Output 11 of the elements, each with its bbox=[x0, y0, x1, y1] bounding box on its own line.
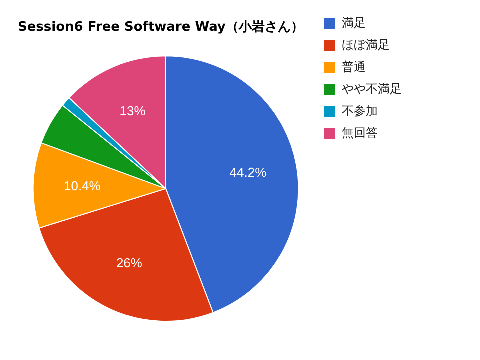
legend-label: やや不満足 bbox=[342, 82, 402, 96]
legend-label: 満足 bbox=[342, 16, 366, 30]
legend-label: 普通 bbox=[342, 60, 366, 74]
data-label: 44.2% bbox=[230, 165, 268, 180]
data-label: 13% bbox=[120, 104, 146, 119]
data-label: 10.4% bbox=[64, 178, 102, 194]
legend-label: 不参加 bbox=[342, 104, 378, 118]
legend-label: ほぼ満足 bbox=[342, 38, 390, 52]
legend-label: 無回答 bbox=[342, 126, 378, 140]
chart-title: Session6 Free Software Way（小岩さん） bbox=[18, 20, 304, 36]
data-label: 26% bbox=[116, 256, 143, 271]
